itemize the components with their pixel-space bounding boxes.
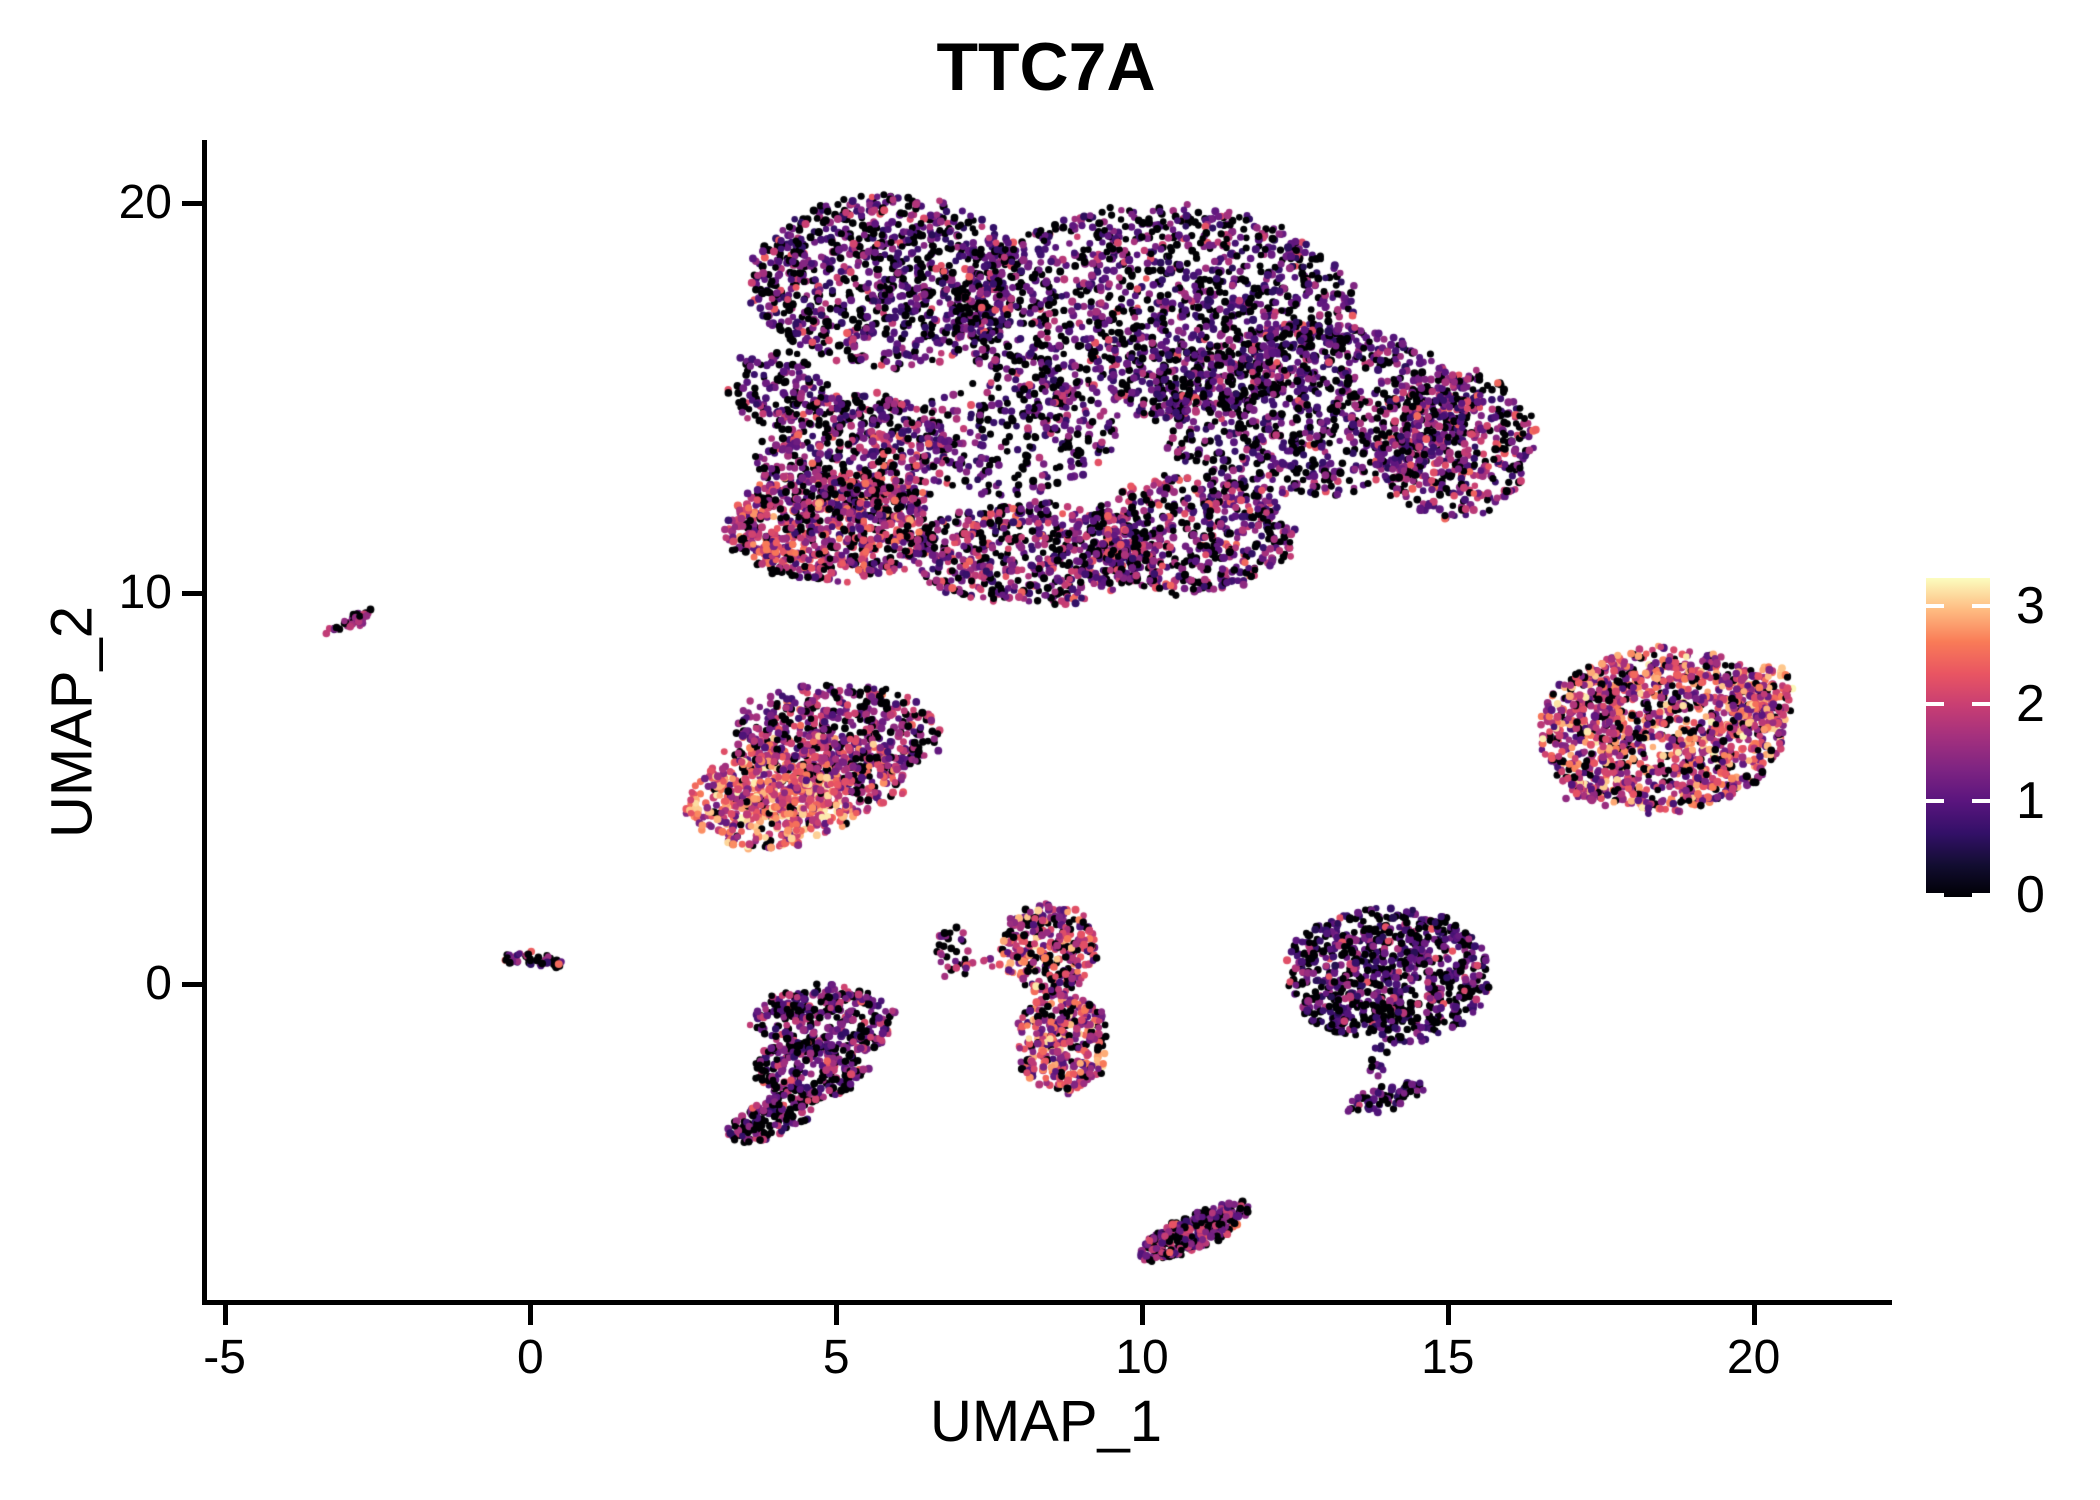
y-tick-label: 20 [118, 175, 172, 229]
colorbar-tick-mark [1972, 799, 1990, 804]
x-axis-title: UMAP_1 [929, 1389, 1163, 1454]
colorbar-gradient [1926, 578, 1990, 897]
y-tick-mark [182, 591, 202, 596]
x-tick-label: 0 [517, 1331, 544, 1384]
x-tick-mark [834, 1305, 840, 1325]
plot-title: TTC7A [936, 29, 1156, 105]
y-tick-mark [182, 981, 202, 987]
x-tick-label: 5 [822, 1331, 850, 1384]
colorbar-tick-label: 2 [2016, 674, 2045, 733]
y-axis-line [202, 140, 207, 1305]
x-axis-line [202, 1300, 1892, 1305]
colorbar-tick-mark [1926, 603, 1944, 608]
x-tick-label: -5 [203, 1331, 246, 1384]
y-tick-mark [182, 200, 202, 206]
x-tick-label: 15 [1421, 1331, 1475, 1384]
y-tick-label: 0 [145, 956, 172, 1010]
y-axis-title: UMAP_2 [39, 605, 105, 839]
colorbar-tick-label: 3 [2016, 576, 2045, 635]
x-tick-mark [222, 1305, 228, 1325]
colorbar-tick-mark [1972, 701, 1990, 706]
colorbar-tick-mark [1926, 893, 1944, 897]
x-tick-mark [1445, 1305, 1451, 1325]
colorbar-tick-mark [1972, 893, 1990, 897]
x-tick-label: 10 [1115, 1331, 1169, 1384]
colorbar-tick-mark [1972, 603, 1990, 608]
x-tick-label: 20 [1726, 1331, 1781, 1384]
colorbar-tick-label: 1 [2016, 772, 2045, 831]
x-tick-mark [1140, 1305, 1145, 1325]
colorbar-tick-label: 0 [2016, 866, 2045, 924]
colorbar-tick-mark [1926, 701, 1944, 706]
colorbar-tick-mark [1926, 799, 1944, 804]
y-tick-label: 10 [118, 566, 172, 619]
x-tick-mark [528, 1305, 534, 1325]
x-tick-mark [1751, 1305, 1757, 1325]
